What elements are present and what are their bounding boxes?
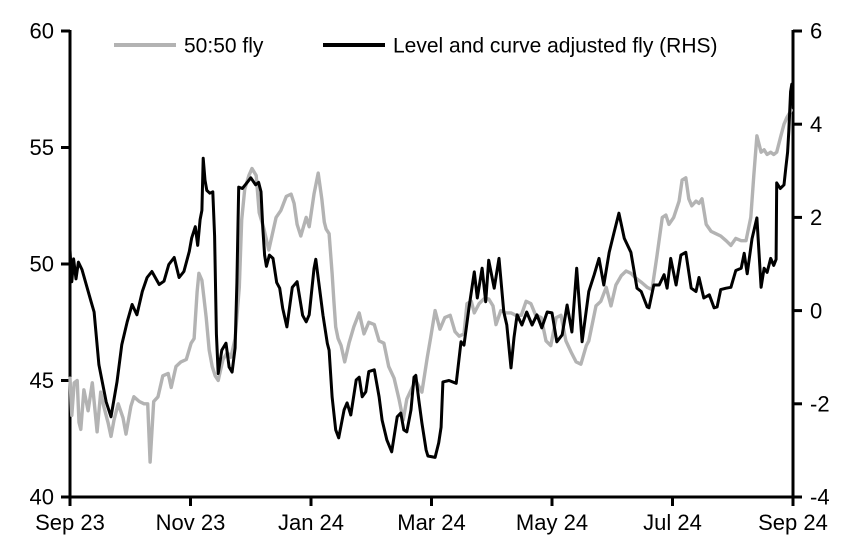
right-axis-tick-label: -2 bbox=[810, 392, 830, 417]
legend-label: 50:50 fly bbox=[184, 34, 264, 57]
x-axis-tick-label: Jan 24 bbox=[278, 510, 344, 535]
x-axis-tick-label: Sep 24 bbox=[758, 510, 828, 535]
right-axis-tick-label: 2 bbox=[810, 205, 822, 230]
x-axis-tick-label: May 24 bbox=[516, 510, 588, 535]
right-axis-tick-label: 0 bbox=[810, 298, 822, 323]
left-axis-tick-label: 50 bbox=[30, 252, 54, 277]
x-axis-tick-label: Jul 24 bbox=[643, 510, 702, 535]
x-axis-tick-label: Mar 24 bbox=[397, 510, 465, 535]
right-axis-tick-label: 4 bbox=[810, 112, 822, 137]
series-line-black bbox=[68, 82, 795, 459]
right-axis-tick-label: 6 bbox=[810, 19, 822, 44]
x-axis-tick-label: Nov 23 bbox=[156, 510, 226, 535]
left-axis-tick-label: 60 bbox=[30, 19, 54, 44]
x-axis-tick-label: Sep 23 bbox=[35, 510, 105, 535]
left-axis-tick-label: 45 bbox=[30, 368, 54, 393]
left-axis-tick-label: 40 bbox=[30, 485, 54, 510]
left-axis-tick-label: 55 bbox=[30, 135, 54, 160]
legend-label: Level and curve adjusted fly (RHS) bbox=[393, 34, 718, 57]
series-line-gray bbox=[68, 108, 793, 464]
right-axis-tick-label: -4 bbox=[810, 485, 830, 510]
